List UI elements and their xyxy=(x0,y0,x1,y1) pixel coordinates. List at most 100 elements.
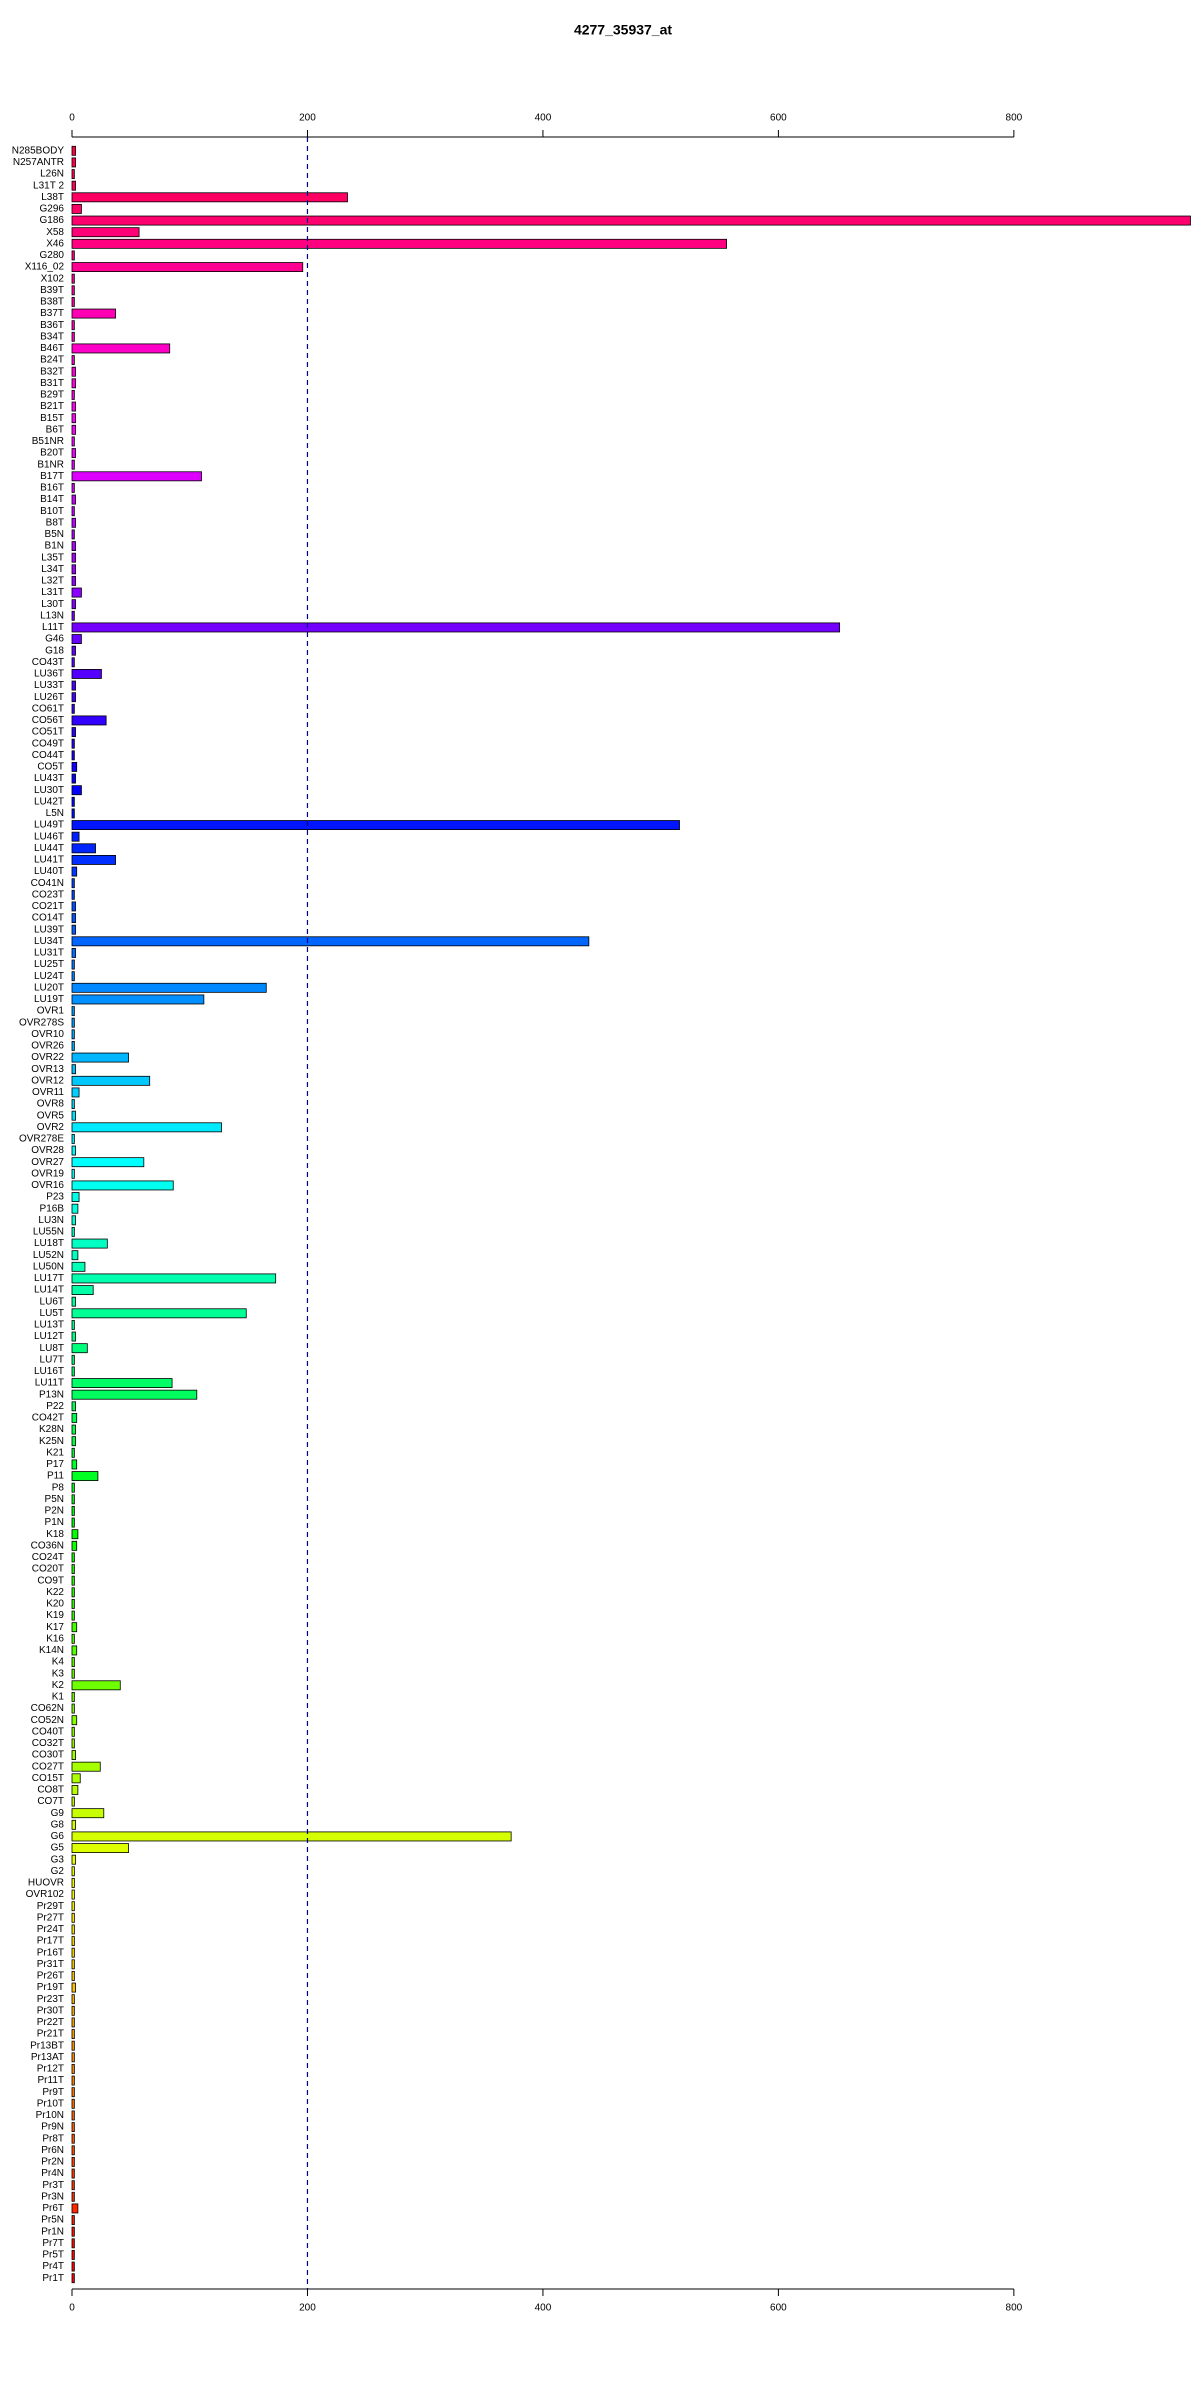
bar xyxy=(71,436,75,447)
y-tick-label: B34T xyxy=(40,331,64,342)
bar xyxy=(71,1994,75,2005)
bar xyxy=(71,1052,129,1063)
bar xyxy=(71,1273,277,1284)
y-tick-label: LU7T xyxy=(40,1354,64,1365)
bar xyxy=(71,657,75,668)
y-tick-label: LU31T xyxy=(34,948,64,959)
y-tick-label: L31T 2 xyxy=(33,180,64,191)
y-tick-label: K19 xyxy=(46,1610,64,1621)
bar xyxy=(71,1680,121,1691)
bar xyxy=(71,576,76,586)
bar xyxy=(71,971,75,982)
y-tick-label: LU42T xyxy=(34,796,64,807)
bar xyxy=(71,273,75,284)
bar xyxy=(71,215,1191,226)
y-tick-label: X102 xyxy=(41,273,65,284)
bar xyxy=(71,1773,81,1784)
y-tick-label: L34T xyxy=(41,564,64,575)
bar xyxy=(71,1575,75,1586)
y-tick-label: K2 xyxy=(52,1680,65,1691)
y-tick-label: Pr9N xyxy=(41,2122,64,2133)
y-tick-label: Pr26T xyxy=(37,1971,64,1982)
bar xyxy=(71,855,116,865)
bar xyxy=(71,471,202,482)
y-tick-label: N285BODY xyxy=(12,145,65,156)
bar xyxy=(71,1075,151,1086)
bar xyxy=(71,1471,99,1481)
bar xyxy=(71,2273,75,2284)
y-tick-label: B46T xyxy=(40,343,64,354)
y-tick-label: LU55N xyxy=(33,1227,64,1238)
y-tick-label: P22 xyxy=(46,1401,64,1412)
y-tick-label: B17T xyxy=(40,471,64,482)
bar xyxy=(71,715,107,726)
bar xyxy=(71,2191,75,2202)
y-tick-label: B36T xyxy=(40,320,64,331)
y-tick-label: OVR102 xyxy=(26,1889,65,1900)
y-tick-label: OVR2 xyxy=(37,1122,65,1133)
bar xyxy=(71,448,76,458)
bar xyxy=(71,2203,79,2214)
y-tick-label: Pr2N xyxy=(41,2157,64,2168)
y-tick-label: G46 xyxy=(45,634,64,645)
bar xyxy=(71,1482,75,1493)
y-tick-label: CO23T xyxy=(32,889,64,900)
bar xyxy=(71,1901,75,1912)
bar xyxy=(71,889,75,900)
y-tick-label: OVR278S xyxy=(19,1017,64,1028)
bar xyxy=(71,2261,75,2272)
y-tick-label: P23 xyxy=(46,1192,64,1203)
bar xyxy=(71,1622,78,1633)
bar xyxy=(71,948,76,958)
bar xyxy=(71,1099,75,1109)
y-tick-label: B24T xyxy=(40,355,64,366)
bar xyxy=(71,1087,80,1098)
bar xyxy=(71,1041,75,1051)
y-tick-label: CO15T xyxy=(32,1773,64,1784)
bar xyxy=(71,2145,75,2156)
x-tick-label: 400 xyxy=(535,113,552,124)
bar xyxy=(71,250,75,261)
bar xyxy=(71,169,75,179)
y-tick-label: N257ANTR xyxy=(13,157,64,168)
bar xyxy=(71,994,205,1005)
y-tick-label: OVR11 xyxy=(32,1087,64,1098)
y-tick-label: CO32T xyxy=(32,1738,64,1749)
bar xyxy=(71,1494,75,1505)
y-tick-label: OVR12 xyxy=(31,1075,64,1086)
bar xyxy=(71,2215,75,2225)
bar xyxy=(71,1285,94,1295)
bar xyxy=(71,1552,75,1563)
bar xyxy=(71,1378,173,1388)
y-tick-label: CO24T xyxy=(32,1552,64,1563)
y-tick-label: LU14T xyxy=(34,1285,64,1296)
y-tick-label: K22 xyxy=(46,1587,64,1598)
bar xyxy=(71,936,590,947)
bar xyxy=(71,1761,101,1772)
y-tick-label: P17 xyxy=(46,1459,64,1470)
bar xyxy=(71,1831,512,1842)
bar xyxy=(71,1529,79,1540)
x-tick-label: 800 xyxy=(1006,113,1023,124)
x-tick-label: 200 xyxy=(299,2303,316,2314)
bar xyxy=(71,552,76,563)
bar xyxy=(71,1134,75,1144)
bar xyxy=(71,2238,75,2249)
y-tick-label: B31T xyxy=(40,378,64,389)
y-tick-label: B5N xyxy=(45,529,64,540)
y-tick-label: LU50N xyxy=(33,1261,64,1272)
y-tick-label: Pr23T xyxy=(37,1994,64,2005)
y-tick-label: LU24T xyxy=(34,971,64,982)
y-tick-label: Pr10T xyxy=(37,2098,64,2109)
bar xyxy=(71,494,76,505)
bar xyxy=(71,145,76,156)
bar xyxy=(71,587,82,598)
bar xyxy=(71,1947,75,1958)
y-tick-label: Pr5N xyxy=(41,2215,64,2226)
bar xyxy=(71,913,76,923)
y-tick-label: CO41N xyxy=(31,878,64,889)
y-tick-label: CO61T xyxy=(32,703,64,714)
y-tick-label: B39T xyxy=(40,285,64,296)
y-tick-label: K21 xyxy=(46,1447,64,1458)
y-tick-label: OVR27 xyxy=(31,1157,64,1168)
